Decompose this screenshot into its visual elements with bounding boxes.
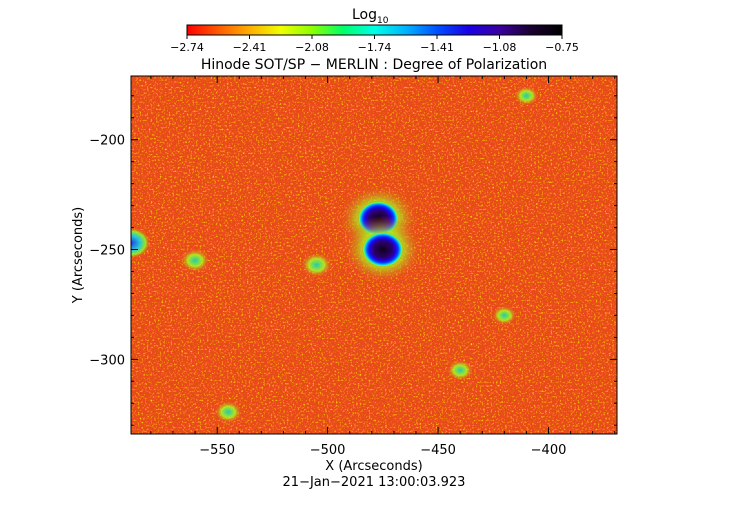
colorbar-ticks: −2.74 −2.41 −2.08 −1.74 −1.41 −1.08 −0.75 [170,35,579,54]
y-axis: −200 −250 −300 [89,95,617,426]
colorbar-tick-label: −1.41 [420,41,454,54]
x-axis-label: X (Arcseconds) [325,459,422,474]
y-tick-label: −200 [89,134,125,149]
colorbar-tick-label: −0.75 [545,41,579,54]
plot-frame [130,75,618,435]
plage-patch [491,305,517,326]
colorbar-tick-label: −1.08 [483,41,517,54]
colorbar-tick-label: −2.08 [295,41,329,54]
y-tick-label: −300 [89,353,125,368]
plage-patch [180,248,210,273]
x-tick-label: −550 [199,443,235,458]
plage-patch [300,252,333,278]
x-tick-label: −450 [420,443,456,458]
colorbar-tick-label: −2.41 [233,41,267,54]
plage-patch [131,227,151,259]
plage-patch [214,400,243,424]
plage-patch [514,85,539,106]
colorbar: Log10 −2.74 −2.41 −2.08 −1.74 −1.41 −1.08 −0.7… [170,7,579,54]
x-tick-label: −500 [310,443,346,458]
y-axis-label: Y (Arcseconds) [71,207,86,304]
colorbar-tick-label: −1.74 [358,41,392,54]
colorbar-title: Log10 [352,7,389,26]
colorbar-gradient [186,24,563,36]
timestamp: 21−Jan−2021 13:00:03.923 [283,475,466,490]
y-tick-label: −250 [89,244,125,259]
colorbar-tick-label: −2.74 [170,41,204,54]
chart-title: Hinode SOT/SP − MERLIN : Degree of Polar… [201,57,547,73]
x-tick-label: −400 [531,443,567,458]
plage-patch [446,359,474,381]
plot-area [131,76,617,434]
x-axis: −550 −500 −450 −400 [150,76,616,458]
heatmap-features [131,85,539,424]
sunspot [361,231,404,268]
